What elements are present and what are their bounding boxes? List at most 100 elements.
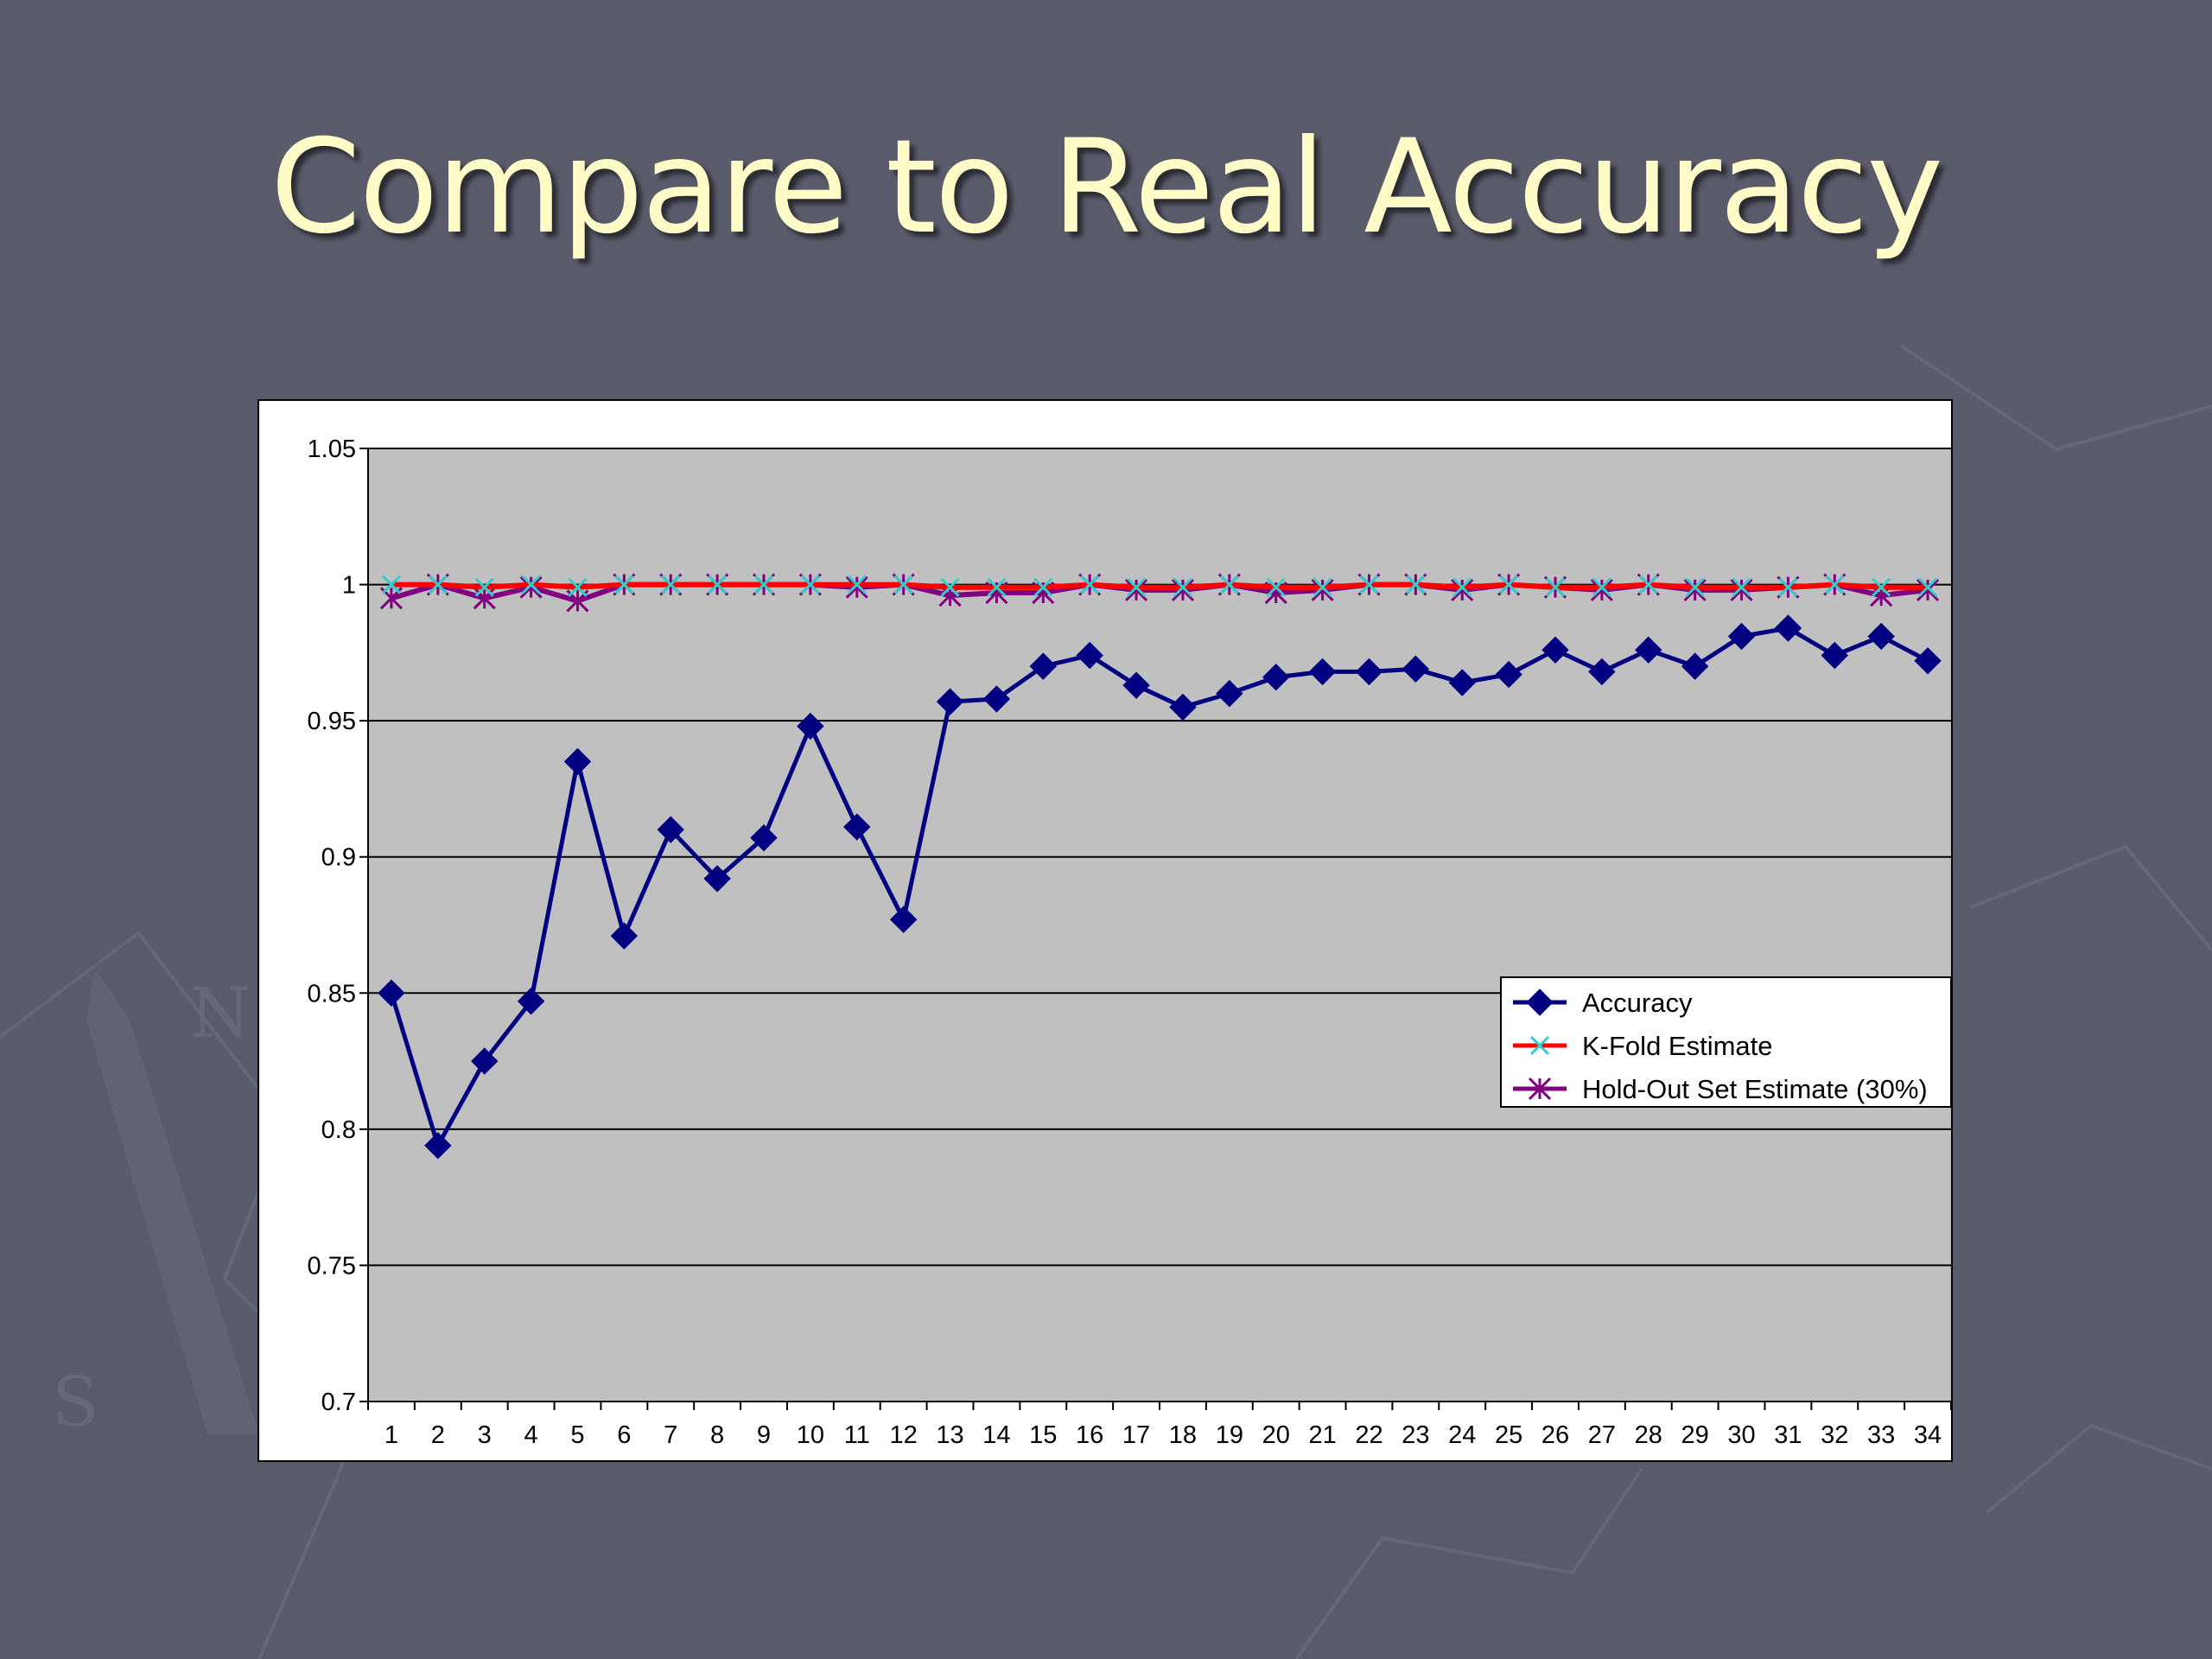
x-tick-label: 30	[1727, 1421, 1755, 1449]
data-point	[1126, 577, 1147, 597]
data-point	[470, 1047, 499, 1075]
x-tick-label: 5	[570, 1421, 584, 1449]
x-tick-label: 26	[1541, 1421, 1569, 1449]
legend-box	[1500, 976, 1951, 1108]
x-tick-label: 27	[1588, 1421, 1616, 1449]
x-tick-label: 33	[1867, 1421, 1895, 1449]
data-point	[893, 575, 913, 594]
data-point	[1592, 577, 1611, 597]
x-tick-label: 19	[1216, 1421, 1243, 1449]
data-point	[1588, 658, 1616, 686]
x-tick-label: 15	[1029, 1421, 1057, 1449]
svg-text:N: N	[190, 973, 251, 1053]
y-tick-label: 0.75	[308, 1252, 356, 1280]
data-point	[1448, 669, 1476, 696]
data-point	[1359, 575, 1379, 594]
series-accuracy	[378, 614, 1942, 1160]
data-point	[1355, 658, 1383, 686]
x-tick-label: 1	[385, 1421, 398, 1449]
legend-label: Hold-Out Set Estimate (30%)	[1582, 1074, 1928, 1104]
data-point	[1683, 578, 1707, 601]
data-point	[1266, 577, 1286, 597]
data-point	[1730, 578, 1753, 601]
y-tick-label: 0.8	[321, 1116, 356, 1144]
data-point	[1778, 577, 1798, 597]
x-tick-label: 10	[797, 1421, 824, 1449]
data-point	[703, 865, 731, 893]
x-tick-label: 7	[664, 1421, 677, 1449]
data-point	[1635, 636, 1662, 664]
data-point	[1308, 658, 1337, 686]
data-point	[1219, 575, 1239, 594]
data-point	[1774, 614, 1802, 642]
x-tick-label: 11	[844, 1421, 870, 1449]
x-tick-label: 34	[1914, 1421, 1942, 1449]
data-point	[708, 575, 728, 594]
data-point	[1124, 578, 1148, 601]
x-tick-label: 12	[890, 1421, 918, 1449]
data-point	[1311, 578, 1334, 601]
data-point	[889, 906, 918, 933]
plot-area	[368, 448, 1951, 1402]
data-point	[1033, 577, 1053, 597]
y-tick-label: 0.9	[321, 844, 356, 872]
series-line	[391, 582, 1929, 590]
chart-frame: 0.7 0.75 0.8 0.85 0.9 0.95 1 1.05 1 2 3 4 5 6 7 8 9 10 11 1…	[257, 399, 1953, 1462]
x-tick-label: 16	[1076, 1421, 1103, 1449]
data-point	[797, 712, 824, 741]
x-tick-label: 8	[710, 1421, 724, 1449]
x-tick-label: 20	[1262, 1421, 1290, 1449]
data-point	[1825, 575, 1845, 594]
data-point	[1402, 655, 1430, 683]
x-tick-label: 29	[1681, 1421, 1709, 1449]
data-point	[1681, 652, 1709, 680]
legend-item: Accuracy	[1513, 988, 1693, 1018]
data-point	[753, 575, 774, 594]
data-point	[987, 577, 1007, 597]
data-point	[1732, 577, 1751, 597]
series-k-fold-estimate	[381, 575, 1938, 597]
slide-title: Compare to Real Accuracy	[270, 112, 1943, 263]
x-tick-label: 13	[936, 1421, 963, 1449]
data-point	[1451, 578, 1474, 601]
data-point	[1916, 578, 1940, 601]
y-tick-label: 1	[342, 572, 356, 600]
data-point	[1122, 671, 1150, 699]
data-point	[614, 575, 634, 594]
x-tick-label: 21	[1308, 1421, 1336, 1449]
data-point	[1080, 575, 1100, 594]
x-tick-label: 2	[431, 1421, 445, 1449]
data-point	[519, 575, 543, 599]
data-point	[1590, 578, 1613, 601]
data-point	[657, 816, 684, 843]
x-tick-label: 6	[617, 1421, 631, 1449]
data-point	[1917, 577, 1938, 597]
x-tick-label: 18	[1169, 1421, 1197, 1449]
data-point	[517, 988, 545, 1015]
y-tick-label: 0.7	[321, 1389, 356, 1416]
x-tick-label: 23	[1402, 1421, 1429, 1449]
x-tick-label: 24	[1448, 1421, 1476, 1449]
data-point	[1262, 664, 1290, 691]
data-point	[521, 575, 541, 594]
legend-item: Hold-Out Set Estimate (30%)	[1513, 1074, 1928, 1104]
data-point	[1313, 577, 1332, 597]
data-point	[1171, 578, 1195, 601]
data-point	[1914, 647, 1942, 675]
svg-text:S: S	[52, 1362, 99, 1442]
x-tick-label: 14	[982, 1421, 1010, 1449]
data-point	[1545, 577, 1566, 597]
x-tick-label: 28	[1635, 1421, 1662, 1449]
series-line	[389, 626, 1929, 1148]
legend-label: K-Fold Estimate	[1582, 1031, 1773, 1061]
data-point	[474, 577, 494, 597]
x-tick-label: 31	[1774, 1421, 1802, 1449]
data-point	[1727, 622, 1756, 651]
legend-item: K-Fold Estimate	[1513, 1031, 1773, 1061]
x-tick-label: 22	[1355, 1421, 1382, 1449]
data-point	[1872, 577, 1891, 597]
data-point	[800, 575, 820, 594]
data-point	[1452, 577, 1472, 597]
data-point	[1406, 575, 1426, 594]
